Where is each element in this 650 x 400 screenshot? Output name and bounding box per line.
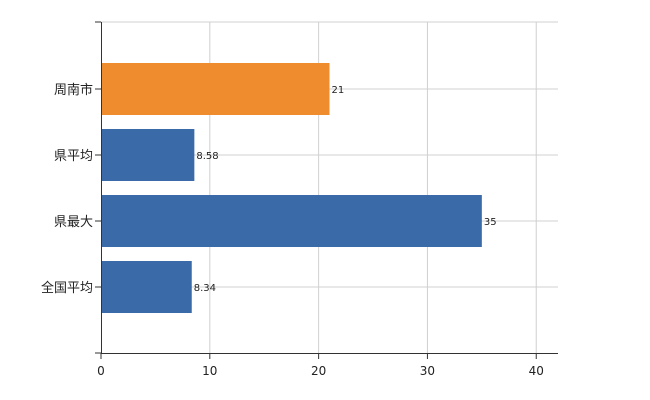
data-label: 8.34 bbox=[194, 283, 216, 294]
bar bbox=[101, 129, 195, 181]
y-axis-category-label: 県最大 bbox=[54, 215, 93, 230]
axis-layer bbox=[95, 21, 558, 359]
x-axis-tick-label: 0 bbox=[97, 364, 105, 378]
bar bbox=[101, 63, 330, 115]
y-axis-category-label: 全国平均 bbox=[41, 280, 93, 296]
data-label: 21 bbox=[332, 85, 345, 96]
y-axis-category-label: 周南市 bbox=[54, 82, 93, 98]
x-axis-tick-label: 30 bbox=[420, 364, 435, 378]
bar bbox=[101, 261, 192, 313]
bar-layer bbox=[101, 63, 482, 313]
bar bbox=[101, 195, 482, 247]
y-axis-category-label: 県平均 bbox=[54, 149, 93, 164]
x-axis-tick-label: 20 bbox=[311, 364, 326, 378]
data-label: 8.58 bbox=[196, 151, 218, 162]
data-label: 35 bbox=[484, 217, 497, 228]
x-axis-tick-label: 10 bbox=[202, 364, 217, 378]
x-axis-tick-label: 40 bbox=[529, 364, 544, 378]
